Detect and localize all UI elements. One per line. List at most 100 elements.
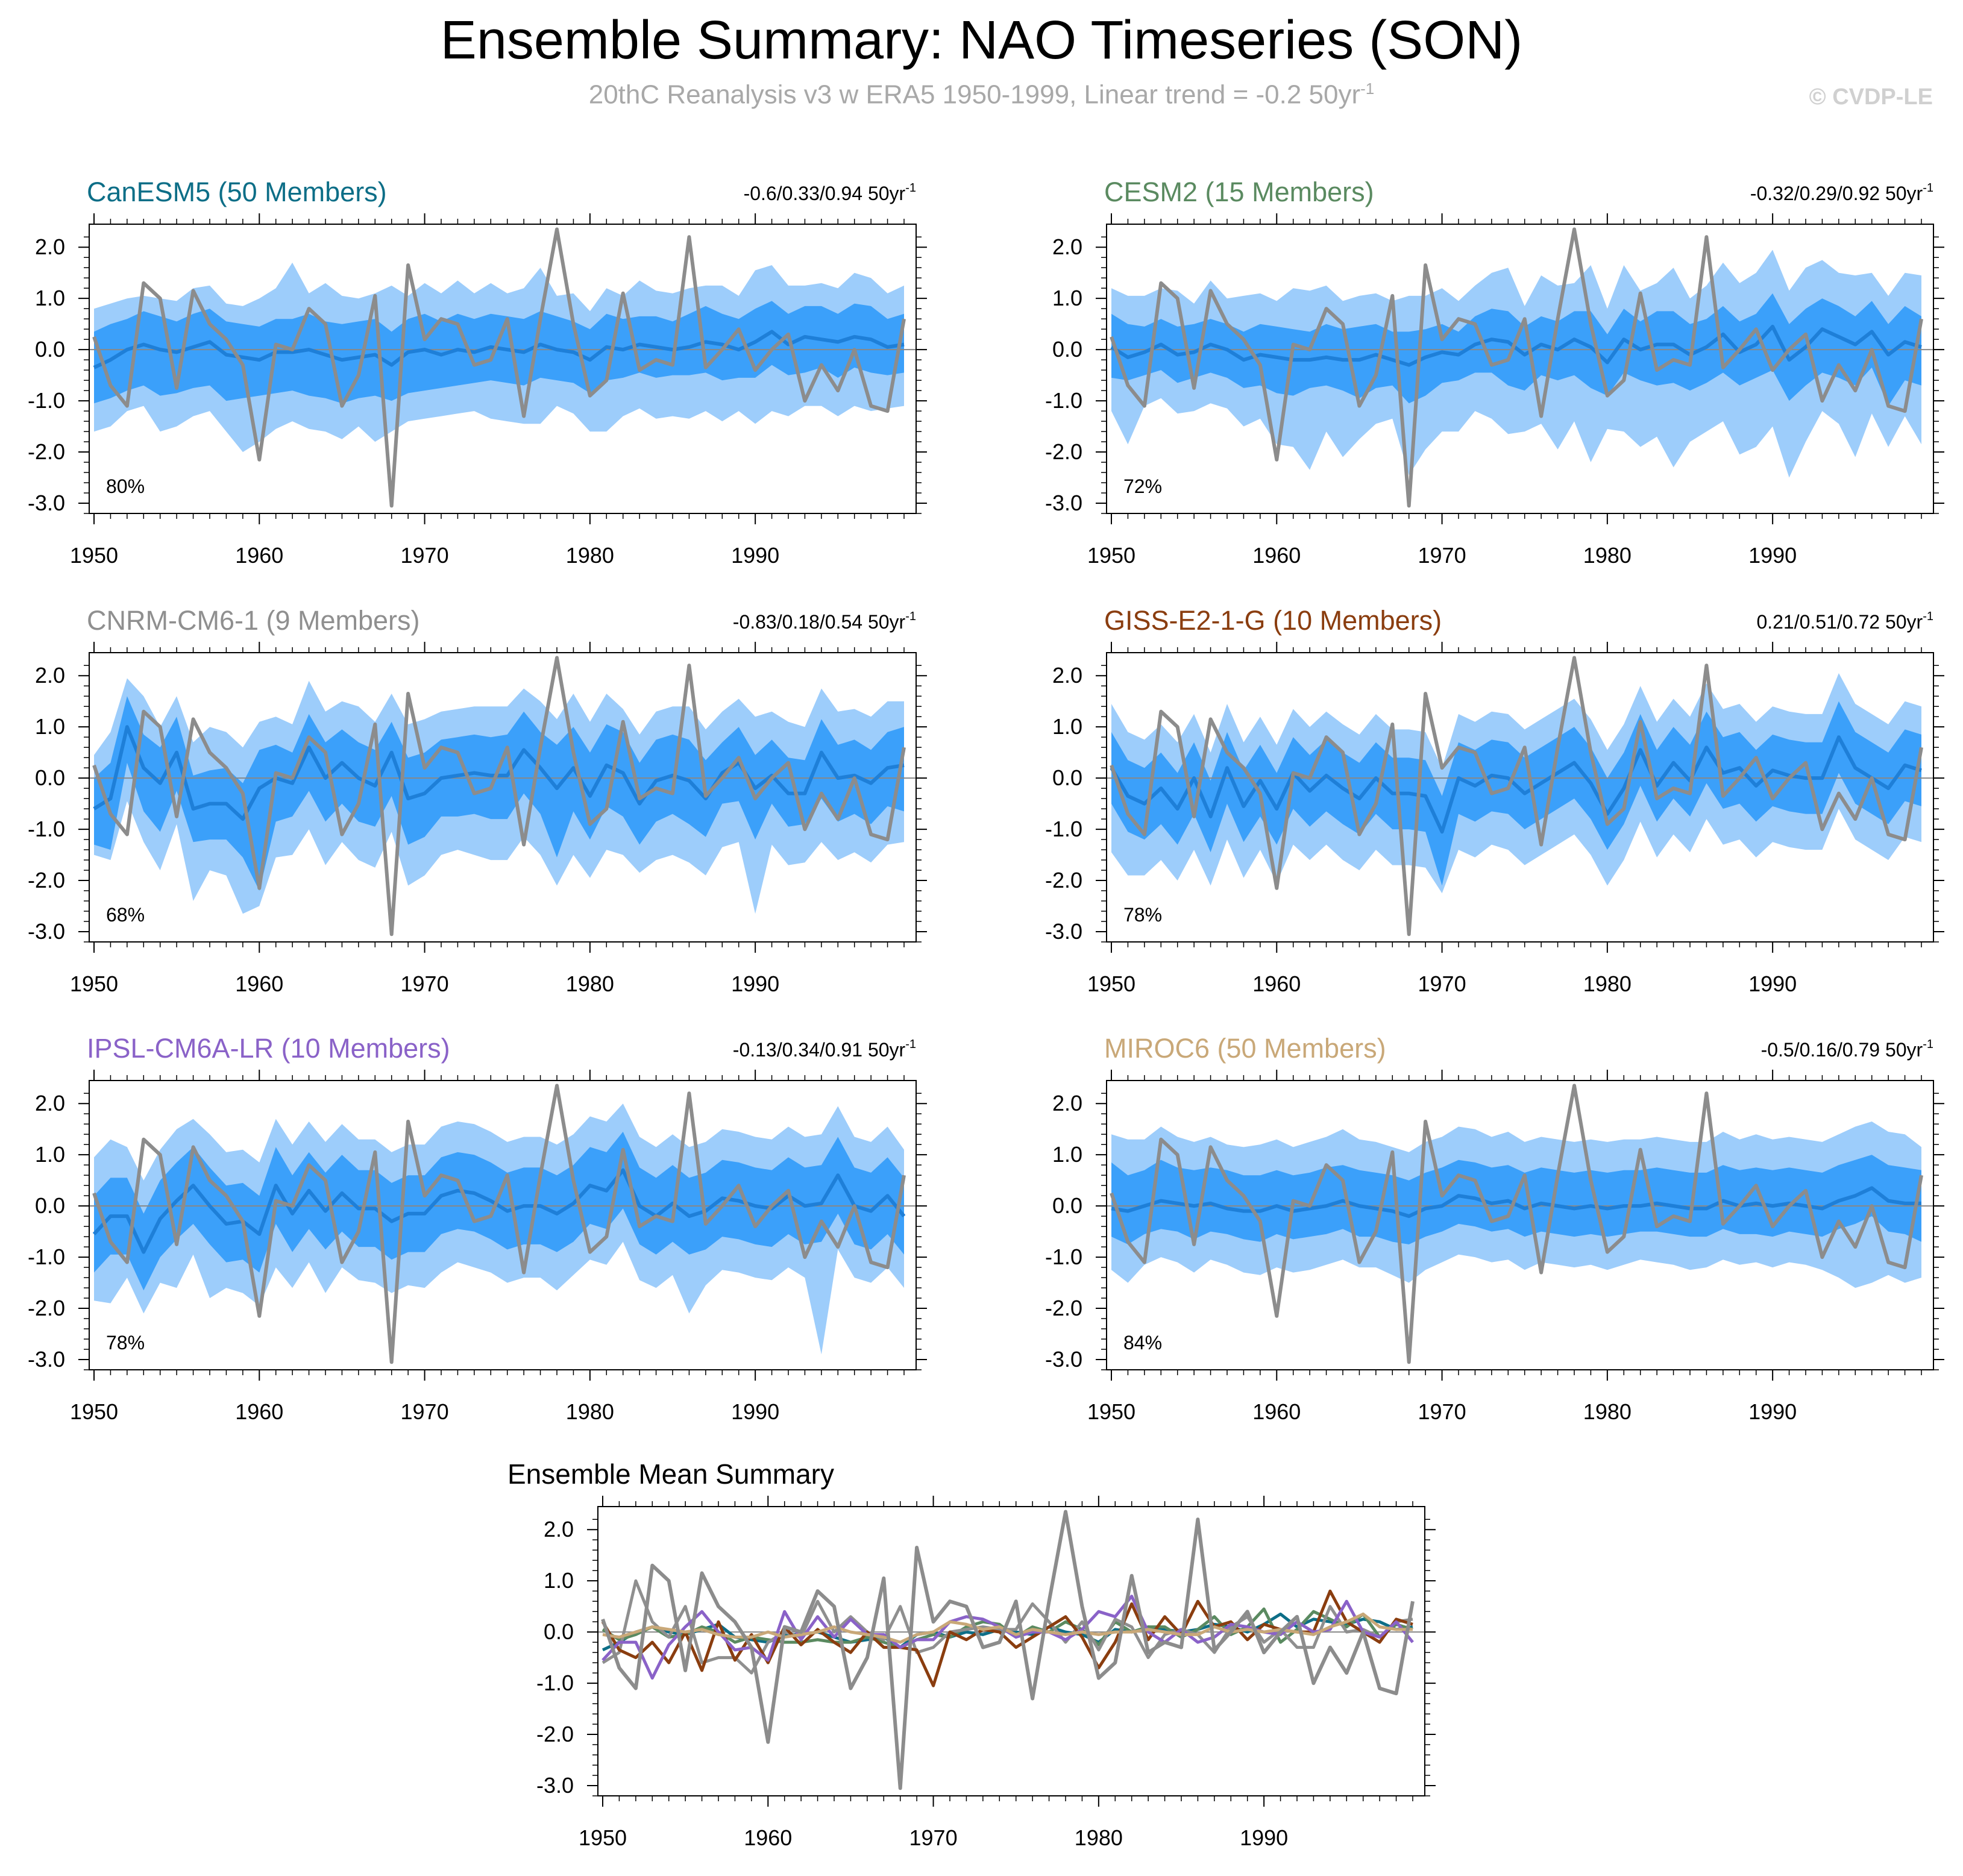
x-tick-label: 1960 bbox=[235, 543, 283, 568]
y-tick-label: 0.0 bbox=[1052, 1193, 1082, 1218]
plot-area bbox=[89, 656, 916, 936]
y-tick-label: 0.0 bbox=[1052, 337, 1082, 362]
panel-title: MIROC6 (50 Members) bbox=[1104, 1033, 1386, 1064]
x-tick-label: 1980 bbox=[1075, 1825, 1123, 1850]
y-tick-label: -3.0 bbox=[28, 919, 65, 944]
panel-percent: 84% bbox=[1123, 1332, 1162, 1354]
panel-frame bbox=[89, 224, 917, 514]
panel-0: CanESM5 (50 Members) -0.6/0.33/0.94 50yr-… bbox=[28, 177, 927, 568]
y-tick-label: -2.0 bbox=[28, 1296, 65, 1320]
y-tick-label: 1.0 bbox=[1052, 1142, 1082, 1167]
panel-stats-text: -0.83/0.18/0.54 50yr bbox=[733, 611, 906, 633]
observed-line bbox=[92, 227, 906, 508]
panel-stats-text: -0.32/0.29/0.92 50yr bbox=[1750, 183, 1923, 204]
panel-title: Ensemble Mean Summary bbox=[507, 1458, 834, 1490]
panel-stats: -0.83/0.18/0.54 50yr-1 bbox=[733, 610, 916, 633]
subtitle-superscript: -1 bbox=[1360, 80, 1375, 98]
x-tick-label: 1960 bbox=[744, 1825, 792, 1850]
x-tick-label: 1980 bbox=[1583, 971, 1632, 996]
y-tick-label: -2.0 bbox=[1045, 868, 1082, 893]
panel-stats-text: -0.6/0.33/0.94 50yr bbox=[744, 183, 906, 204]
panel-frame bbox=[1106, 224, 1934, 514]
y-tick-label: -1.0 bbox=[28, 1244, 65, 1269]
y-tick-label: -3.0 bbox=[536, 1773, 574, 1798]
x-tick-label: 1980 bbox=[1583, 543, 1632, 568]
band-inner bbox=[94, 696, 904, 891]
panel-percent: 78% bbox=[106, 1332, 145, 1354]
x-tick-label: 1970 bbox=[1418, 543, 1466, 568]
x-tick-label: 1950 bbox=[1087, 543, 1135, 568]
panel-stats-superscript: -1 bbox=[1923, 1038, 1933, 1051]
panel-stats: -0.6/0.33/0.94 50yr-1 bbox=[744, 181, 916, 204]
y-tick-label: -1.0 bbox=[28, 817, 65, 841]
x-tick-label: 1990 bbox=[731, 971, 779, 996]
summary-series-line bbox=[601, 1595, 1414, 1680]
x-tick-label: 1990 bbox=[1748, 543, 1797, 568]
panel-stats-superscript: -1 bbox=[1923, 181, 1933, 195]
y-tick-label: -1.0 bbox=[536, 1671, 574, 1695]
plot-area bbox=[598, 1510, 1425, 1790]
panel-1: CESM2 (15 Members) -0.32/0.29/0.92 50yr-1… bbox=[1045, 177, 1944, 568]
panel-title: IPSL-CM6A-LR (10 Members) bbox=[87, 1033, 450, 1064]
panel-stats-text: 0.21/0.51/0.72 50yr bbox=[1756, 611, 1923, 633]
y-tick-label: 2.0 bbox=[1052, 234, 1082, 259]
y-tick-label: -3.0 bbox=[28, 491, 65, 515]
y-tick-label: 2.0 bbox=[35, 234, 65, 259]
plot-area bbox=[89, 1084, 916, 1364]
plot-area bbox=[1107, 227, 1933, 508]
x-tick-label: 1990 bbox=[1748, 1399, 1797, 1424]
observed-line bbox=[1110, 1084, 1923, 1364]
plot-area bbox=[1107, 656, 1933, 936]
panel-stats-superscript: -1 bbox=[905, 610, 916, 623]
panel-stats: -0.13/0.34/0.91 50yr-1 bbox=[733, 1038, 916, 1061]
y-tick-label: -3.0 bbox=[28, 1347, 65, 1372]
panel-frame bbox=[89, 652, 917, 943]
x-tick-label: 1980 bbox=[566, 971, 614, 996]
x-tick-label: 1990 bbox=[731, 543, 779, 568]
panel-frame bbox=[89, 1080, 917, 1370]
x-tick-label: 1990 bbox=[1748, 971, 1797, 996]
panel-stats: -0.5/0.16/0.79 50yr-1 bbox=[1761, 1038, 1933, 1061]
y-tick-label: -2.0 bbox=[1045, 1296, 1082, 1320]
observed-line bbox=[1110, 227, 1923, 508]
y-tick-label: 2.0 bbox=[1052, 1091, 1082, 1115]
x-tick-label: 1950 bbox=[70, 543, 118, 568]
y-tick-label: 1.0 bbox=[1052, 714, 1082, 739]
figure-title: Ensemble Summary: NAO Timeseries (SON) bbox=[440, 10, 1523, 71]
x-tick-label: 1960 bbox=[235, 1399, 283, 1424]
x-tick-label: 1950 bbox=[1087, 1399, 1135, 1424]
panel-stats-text: -0.13/0.34/0.91 50yr bbox=[733, 1039, 906, 1061]
x-tick-label: 1960 bbox=[235, 971, 283, 996]
x-tick-label: 1990 bbox=[731, 1399, 779, 1424]
observed-line bbox=[92, 656, 906, 936]
x-tick-label: 1950 bbox=[579, 1825, 627, 1850]
plot-area bbox=[89, 227, 916, 508]
x-tick-label: 1970 bbox=[1418, 1399, 1466, 1424]
panel-stats: -0.32/0.29/0.92 50yr-1 bbox=[1750, 181, 1933, 204]
panel-stats-superscript: -1 bbox=[905, 181, 916, 195]
y-tick-label: 1.0 bbox=[1052, 286, 1082, 310]
y-tick-label: -3.0 bbox=[1045, 1347, 1082, 1372]
panel-title: CanESM5 (50 Members) bbox=[87, 177, 387, 207]
observed-line bbox=[1110, 656, 1923, 936]
ensemble-mean-line bbox=[93, 330, 905, 369]
ensemble-mean-line bbox=[93, 725, 905, 821]
x-tick-label: 1970 bbox=[401, 971, 449, 996]
y-tick-label: -3.0 bbox=[1045, 491, 1082, 515]
panel-title: CESM2 (15 Members) bbox=[1104, 177, 1374, 207]
y-tick-label: 0.0 bbox=[1052, 765, 1082, 790]
panel-2: CNRM-CM6-1 (9 Members) -0.83/0.18/0.54 50… bbox=[28, 605, 927, 996]
panel-stats: 0.21/0.51/0.72 50yr-1 bbox=[1756, 610, 1933, 633]
x-tick-label: 1980 bbox=[566, 543, 614, 568]
panel-stats-text: -0.5/0.16/0.79 50yr bbox=[1761, 1039, 1923, 1061]
copyright-label: © CVDP-LE bbox=[1809, 84, 1933, 110]
x-tick-label: 1970 bbox=[401, 543, 449, 568]
x-tick-label: 1960 bbox=[1252, 1399, 1301, 1424]
x-tick-label: 1950 bbox=[70, 1399, 118, 1424]
ensemble-mean-line bbox=[1110, 735, 1922, 834]
y-tick-label: 0.0 bbox=[35, 337, 65, 362]
x-tick-label: 1960 bbox=[1252, 543, 1301, 568]
ensemble-mean-line bbox=[1111, 1186, 1921, 1219]
